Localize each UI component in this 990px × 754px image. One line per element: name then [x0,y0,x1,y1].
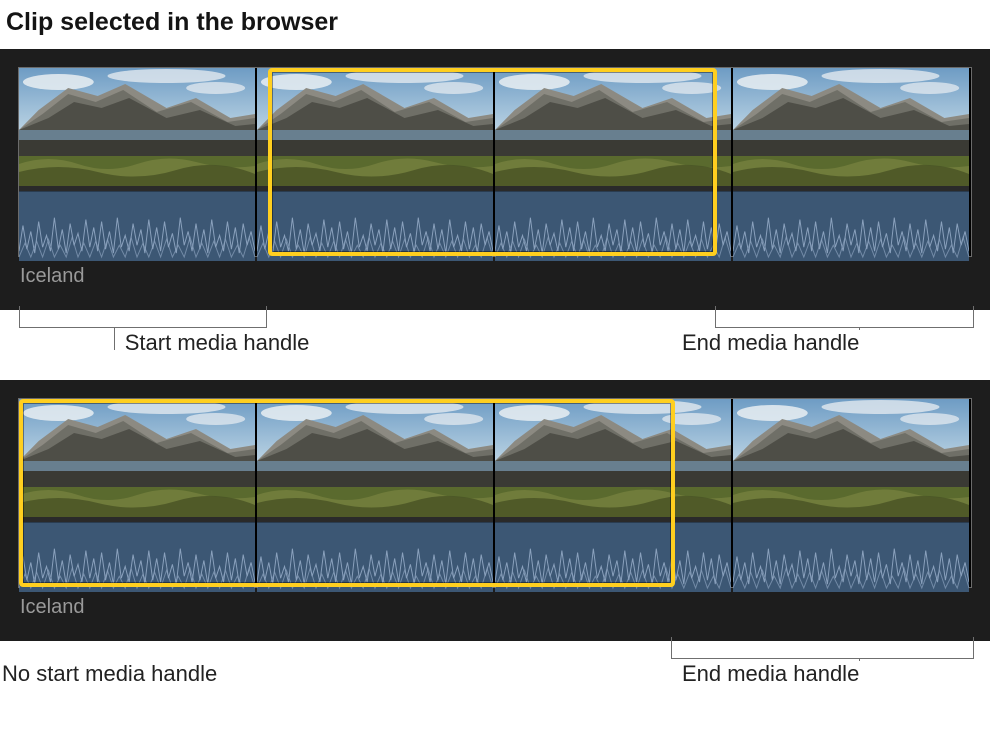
thumbnail-icon [19,68,255,186]
clip-panel-1: Iceland [0,49,990,310]
caption-row-1: Start media handle End media handle [0,306,990,360]
end-handle-bracket [715,306,974,328]
waveform-icon [257,522,493,592]
clip-frame[interactable] [495,399,733,587]
thumbnail-icon [495,399,731,517]
clip-frame[interactable] [19,68,257,256]
bracket-tick [114,328,115,350]
end-handle-caption: End media handle [680,661,861,687]
waveform-icon [495,191,731,261]
waveform-icon [495,522,731,592]
page-title: Clip selected in the browser [0,8,990,49]
clip-frame[interactable] [733,68,971,256]
thumbnail-icon [733,399,969,517]
filmstrip-2[interactable] [18,398,972,588]
start-handle-caption: Start media handle [123,330,312,356]
clip-panel-2: Iceland [0,380,990,641]
filmstrip-1[interactable] [18,67,972,257]
start-handle-bracket [19,306,268,328]
waveform-icon [733,191,969,261]
end-handle-bracket [671,637,974,659]
thumbnail-icon [495,68,731,186]
thumbnail-icon [19,399,255,517]
thumbnail-icon [733,68,969,186]
waveform-icon [19,522,255,592]
thumbnail-icon [257,68,493,186]
waveform-icon [257,191,493,261]
clip-frame[interactable] [257,68,495,256]
caption-row-2: No start media handle End media handle [0,637,990,691]
end-handle-caption: End media handle [680,330,861,356]
waveform-icon [19,191,255,261]
clip-frame[interactable] [257,399,495,587]
clip-frame[interactable] [19,399,257,587]
clip-frame[interactable] [495,68,733,256]
no-start-handle-caption: No start media handle [0,661,219,687]
thumbnail-icon [257,399,493,517]
waveform-icon [733,522,969,592]
clip-frame[interactable] [733,399,971,587]
